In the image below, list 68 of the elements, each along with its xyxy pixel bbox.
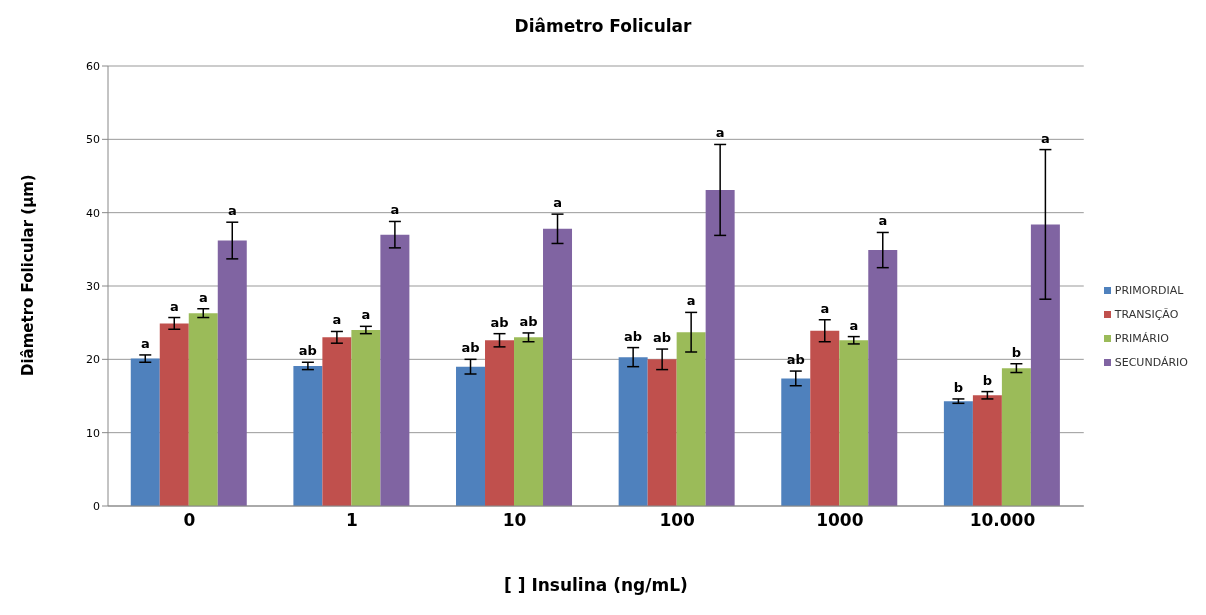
data-label: a bbox=[332, 312, 342, 328]
data-label: a bbox=[361, 307, 371, 323]
bar bbox=[868, 250, 898, 506]
data-label: ab bbox=[490, 314, 509, 330]
x-tick-label: 0 bbox=[183, 510, 196, 531]
data-label: a bbox=[553, 195, 562, 211]
legend-label: PRIMÁRIO bbox=[1114, 331, 1169, 345]
bar bbox=[293, 365, 323, 506]
chart-title: Diâmetro Folicular bbox=[513, 15, 693, 38]
bar bbox=[543, 228, 573, 506]
y-tick-label: 10 bbox=[86, 426, 100, 440]
y-tick-label: 50 bbox=[86, 133, 100, 147]
data-label: a bbox=[169, 298, 179, 314]
y-tick-label: 30 bbox=[86, 279, 100, 293]
bar bbox=[188, 313, 218, 506]
data-label: ab bbox=[461, 340, 480, 356]
y-tick-label: 0 bbox=[93, 499, 100, 513]
bar bbox=[618, 357, 648, 506]
bar bbox=[1030, 224, 1060, 506]
x-axis-title: [ ] Insulina (ng/mL) bbox=[504, 575, 688, 595]
data-label: ab bbox=[653, 330, 672, 346]
bar bbox=[159, 323, 189, 506]
data-label: ab bbox=[624, 328, 643, 344]
x-tick-label: 10.000 bbox=[969, 510, 1036, 531]
data-label: b bbox=[982, 372, 993, 388]
legend-label: PRIMORDIAL bbox=[1114, 283, 1184, 297]
data-label: ab bbox=[298, 343, 317, 359]
data-label: b bbox=[1011, 344, 1022, 360]
bar bbox=[380, 234, 410, 506]
bar bbox=[130, 358, 160, 506]
data-label: a bbox=[849, 317, 859, 333]
data-label: a bbox=[390, 202, 400, 218]
y-tick-label: 60 bbox=[86, 59, 100, 73]
data-label: b bbox=[953, 379, 964, 395]
data-label: a bbox=[198, 289, 208, 305]
bar bbox=[514, 337, 544, 506]
legend-label: SECUNDÁRIO bbox=[1114, 355, 1188, 369]
bar bbox=[217, 240, 247, 506]
data-label: a bbox=[140, 335, 150, 351]
x-tick-label: 1000 bbox=[816, 510, 864, 531]
bar bbox=[676, 332, 706, 506]
data-label: a bbox=[878, 213, 888, 229]
y-tick-label: 40 bbox=[86, 206, 100, 220]
legend-label: TRANSIÇÃO bbox=[1114, 307, 1179, 321]
x-tick-label: 100 bbox=[659, 510, 696, 531]
bar bbox=[972, 395, 1002, 506]
bar bbox=[647, 359, 677, 506]
annotation: a bbox=[1041, 130, 1050, 146]
bar bbox=[781, 378, 811, 506]
bar bbox=[456, 366, 486, 506]
bar bbox=[839, 340, 869, 506]
bar bbox=[1001, 368, 1031, 506]
data-label: ab bbox=[519, 313, 538, 329]
x-tick-label: 1 bbox=[346, 510, 358, 531]
bar bbox=[943, 401, 973, 506]
bar bbox=[705, 189, 735, 506]
data-label: a bbox=[820, 300, 830, 316]
annotation: a bbox=[715, 125, 725, 141]
data-label: a bbox=[227, 203, 237, 219]
bar bbox=[810, 330, 840, 506]
x-tick-label: 10 bbox=[502, 510, 527, 531]
bar bbox=[485, 340, 515, 506]
data-label: a bbox=[686, 293, 696, 309]
bar bbox=[351, 330, 381, 506]
y-tick-label: 20 bbox=[86, 353, 100, 367]
y-axis-title: Diâmetro Folicular (µm) bbox=[19, 174, 38, 376]
bar bbox=[322, 337, 352, 506]
data-label: ab bbox=[786, 352, 805, 368]
